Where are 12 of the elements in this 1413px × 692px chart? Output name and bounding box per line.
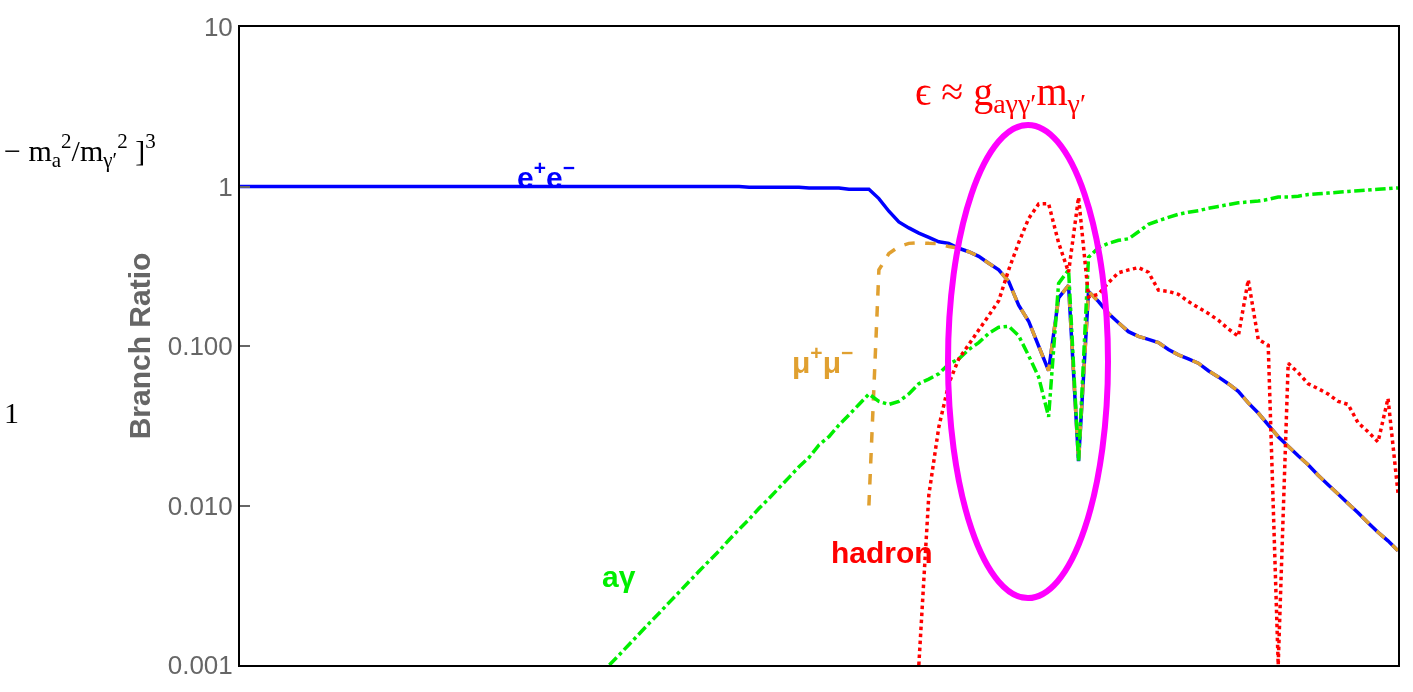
y-axis-title: Branch Ratio <box>123 252 157 440</box>
annotation: ϵ ≈ g$_{aγγ′}$m$_{γ′}$ <box>915 69 1087 120</box>
y-tick-label: 0.010 <box>167 490 233 521</box>
y-tick-label: 10 <box>203 12 233 43</box>
series-label: μ$^{+}$μ$^{−}$ <box>792 341 854 379</box>
y-tick-label: 0.100 <box>167 331 233 362</box>
text: 1 <box>4 396 19 429</box>
y-tick-label: 1 <box>218 171 233 202</box>
text: − m$_{a}$$^{2}$/m$_{γ′}$$^{2}$ ]$^{3}$ <box>4 129 156 172</box>
series-label: aγ <box>602 560 636 593</box>
series-label: hadron <box>831 536 933 569</box>
y-tick-label: 0.001 <box>167 650 233 681</box>
